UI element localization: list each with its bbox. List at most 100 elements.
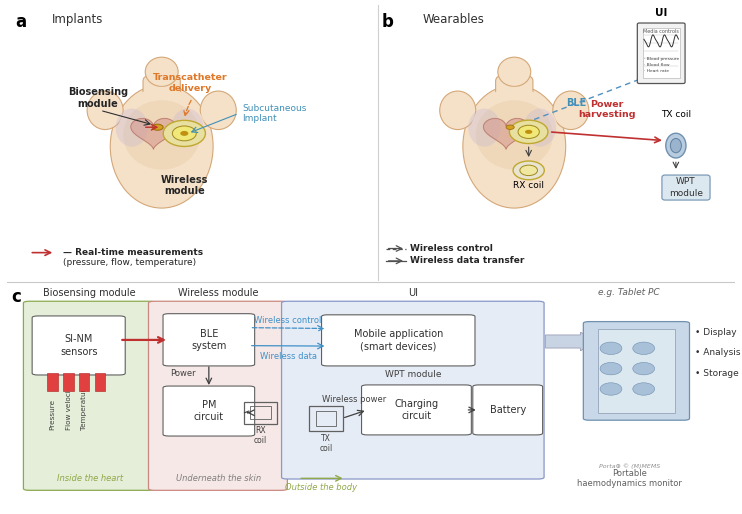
Ellipse shape <box>123 100 200 170</box>
Text: — Real-time measurements: — Real-time measurements <box>62 248 203 257</box>
Text: WPT
module: WPT module <box>669 177 703 197</box>
Text: Implants: Implants <box>51 13 103 26</box>
Ellipse shape <box>468 108 501 146</box>
Text: Wireless power: Wireless power <box>322 395 386 404</box>
Ellipse shape <box>506 125 514 130</box>
FancyBboxPatch shape <box>24 301 155 490</box>
Text: e.g. Tablet PC: e.g. Tablet PC <box>598 288 660 298</box>
FancyBboxPatch shape <box>583 322 689 420</box>
Text: a: a <box>15 13 26 31</box>
Ellipse shape <box>633 362 654 375</box>
FancyBboxPatch shape <box>47 373 58 391</box>
Ellipse shape <box>525 130 532 134</box>
FancyBboxPatch shape <box>163 314 255 366</box>
FancyBboxPatch shape <box>281 301 544 479</box>
Text: Wireless
module: Wireless module <box>160 175 208 196</box>
Text: · Blood flow: · Blood flow <box>644 63 669 67</box>
Text: Wireless data: Wireless data <box>260 352 317 361</box>
Text: PM
circuit: PM circuit <box>194 400 224 422</box>
Text: WPT module: WPT module <box>385 370 441 379</box>
Ellipse shape <box>498 57 531 86</box>
Text: • Display: • Display <box>695 328 736 337</box>
Ellipse shape <box>145 57 178 86</box>
FancyBboxPatch shape <box>32 316 125 375</box>
Text: Portable
haemodynamics monitor: Portable haemodynamics monitor <box>577 469 682 488</box>
Text: Media controls: Media controls <box>643 29 679 34</box>
Ellipse shape <box>116 108 148 146</box>
Text: RX coil: RX coil <box>513 181 544 190</box>
FancyBboxPatch shape <box>662 175 710 200</box>
Text: • Analysis: • Analysis <box>695 348 740 357</box>
FancyBboxPatch shape <box>643 28 680 78</box>
Ellipse shape <box>510 120 548 143</box>
Text: Power
harvesting: Power harvesting <box>578 100 636 119</box>
FancyBboxPatch shape <box>163 386 255 436</box>
FancyBboxPatch shape <box>79 373 89 391</box>
Text: TX
coil: TX coil <box>319 434 332 453</box>
Text: UI: UI <box>408 288 418 298</box>
Text: Wireless control: Wireless control <box>410 244 493 253</box>
Text: Outside the body: Outside the body <box>286 483 358 491</box>
Ellipse shape <box>600 342 622 355</box>
Ellipse shape <box>172 126 196 141</box>
Polygon shape <box>484 118 529 149</box>
Ellipse shape <box>163 120 206 146</box>
Ellipse shape <box>524 108 556 146</box>
FancyBboxPatch shape <box>95 373 105 391</box>
FancyBboxPatch shape <box>143 76 180 100</box>
Text: Transcatheter
delivery: Transcatheter delivery <box>153 73 228 93</box>
Text: Flow velocity: Flow velocity <box>65 383 71 430</box>
Text: b: b <box>382 13 394 31</box>
Ellipse shape <box>670 138 681 153</box>
FancyBboxPatch shape <box>148 301 287 490</box>
Text: • Storage: • Storage <box>695 369 738 378</box>
FancyBboxPatch shape <box>598 329 675 413</box>
FancyBboxPatch shape <box>473 385 542 435</box>
Text: Inside the heart: Inside the heart <box>56 474 122 483</box>
Text: UI: UI <box>655 8 667 19</box>
Ellipse shape <box>111 85 213 208</box>
Ellipse shape <box>633 342 654 355</box>
Text: (pressure, flow, temperature): (pressure, flow, temperature) <box>62 258 196 267</box>
Ellipse shape <box>468 87 560 206</box>
Text: Subcutaneous
Implant: Subcutaneous Implant <box>242 104 306 123</box>
Text: Charging
circuit: Charging circuit <box>395 399 439 421</box>
Text: Wireless module: Wireless module <box>178 288 258 298</box>
Text: c: c <box>11 288 21 306</box>
Text: Pressure: Pressure <box>50 398 56 430</box>
Text: Biosensing
module: Biosensing module <box>68 87 128 109</box>
Ellipse shape <box>520 165 537 176</box>
Ellipse shape <box>633 383 654 395</box>
FancyBboxPatch shape <box>63 373 73 391</box>
Text: Temperature: Temperature <box>82 384 88 430</box>
FancyBboxPatch shape <box>637 23 685 83</box>
FancyBboxPatch shape <box>321 315 475 366</box>
Ellipse shape <box>180 131 188 136</box>
Ellipse shape <box>440 91 476 130</box>
Ellipse shape <box>513 161 545 180</box>
Ellipse shape <box>600 383 622 395</box>
Ellipse shape <box>518 125 539 138</box>
Text: · Blood pressure: · Blood pressure <box>644 58 679 61</box>
Ellipse shape <box>152 124 163 130</box>
Text: BLE
system: BLE system <box>191 328 226 351</box>
Text: Biosensing module: Biosensing module <box>43 288 136 298</box>
FancyArrow shape <box>545 332 599 351</box>
Text: RX
coil: RX coil <box>254 426 267 445</box>
Text: Wireless control: Wireless control <box>255 316 322 325</box>
Text: Porta⊕ © (M)MEMS: Porta⊕ © (M)MEMS <box>599 463 660 469</box>
Text: · Heart rate: · Heart rate <box>644 69 669 74</box>
Ellipse shape <box>200 91 236 130</box>
Polygon shape <box>131 118 176 149</box>
Ellipse shape <box>476 100 553 170</box>
Text: Mobile application
(smart devices): Mobile application (smart devices) <box>354 329 443 352</box>
FancyBboxPatch shape <box>496 76 533 100</box>
FancyBboxPatch shape <box>361 385 471 435</box>
Ellipse shape <box>666 133 686 158</box>
Ellipse shape <box>553 91 589 130</box>
Ellipse shape <box>171 108 203 146</box>
Ellipse shape <box>463 85 565 208</box>
Text: Wireless data transfer: Wireless data transfer <box>410 256 524 265</box>
Ellipse shape <box>116 87 208 206</box>
Ellipse shape <box>87 91 123 130</box>
